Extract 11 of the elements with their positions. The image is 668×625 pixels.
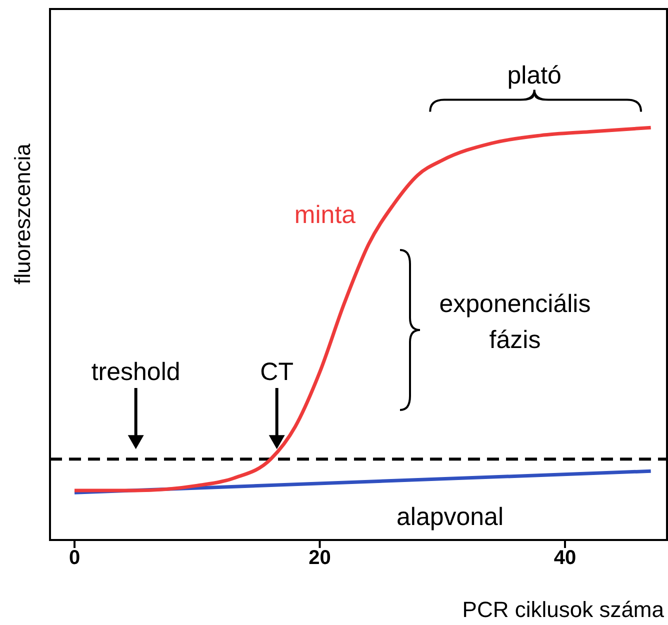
annotation: plató [507,62,562,90]
series-label: alapvonal [396,503,504,531]
annotation: exponenciális fázis [439,290,591,354]
x-tick-label: 40 [554,547,576,570]
x-tick-label: 0 [68,547,80,570]
annotation: treshold [91,358,180,386]
series-label: minta [294,201,356,229]
x-tick-label: 20 [308,547,331,570]
y-axis-title: fluoreszcencia [10,142,35,284]
annotation: CT [260,358,294,386]
x-axis-title: PCR ciklusok száma [462,597,665,622]
